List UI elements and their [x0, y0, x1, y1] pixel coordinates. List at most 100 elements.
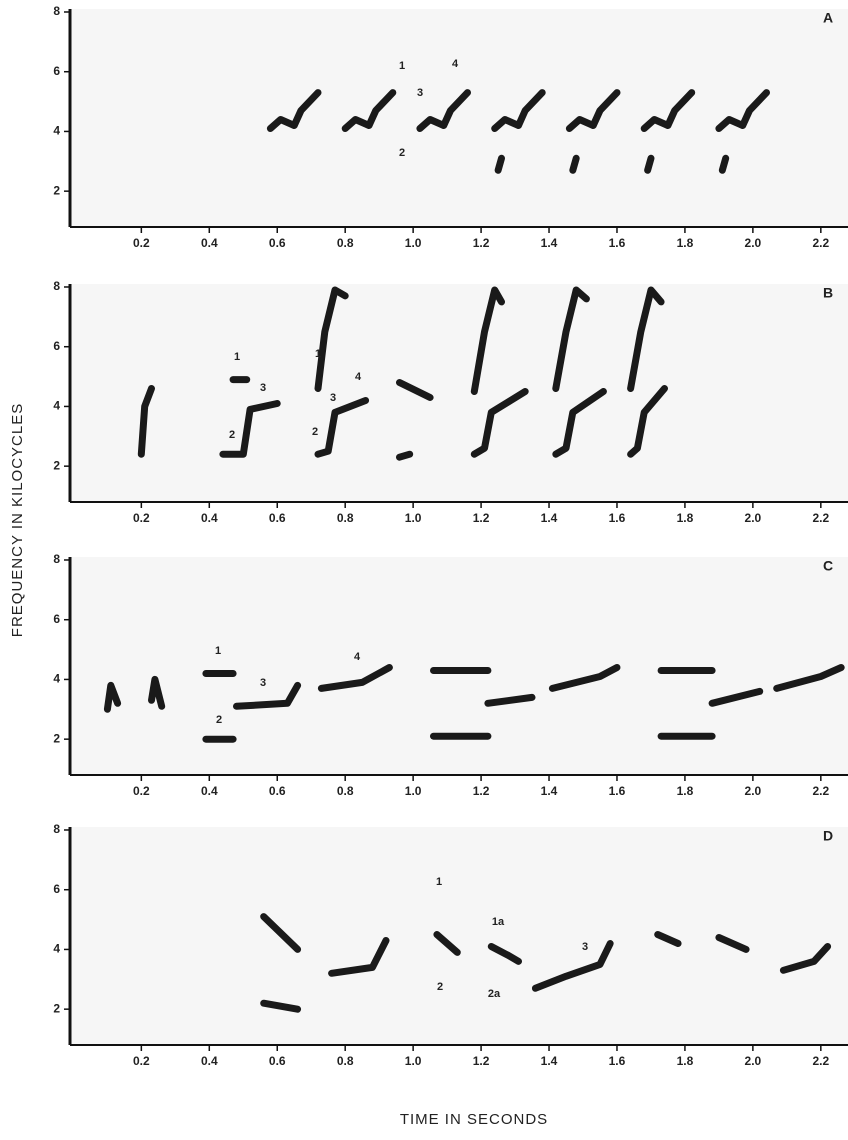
note-label: 2 [216, 714, 222, 726]
y-tick-label: 6 [53, 882, 60, 896]
x-tick-label: 0.6 [269, 784, 286, 798]
call-trace [396, 379, 434, 401]
y-tick-label: 2 [53, 1001, 60, 1015]
x-tick-label: 1.6 [609, 784, 626, 798]
y-tick-label: 8 [53, 279, 60, 293]
call-trace [103, 681, 122, 713]
call-trace [487, 943, 522, 965]
call-trace [233, 681, 302, 710]
plot-background [70, 9, 848, 227]
note-label: 3 [582, 941, 588, 953]
call-trace [328, 937, 390, 977]
y-tick-label: 4 [53, 399, 60, 413]
y-tick-label: 4 [53, 942, 60, 956]
y-tick-label: 6 [53, 64, 60, 78]
note-label: 4 [354, 651, 361, 663]
note-label: 1 [234, 351, 240, 363]
call-trace [654, 931, 682, 947]
call-trace [773, 664, 845, 692]
x-tick-label: 0.6 [269, 236, 286, 250]
x-tick-label: 2.0 [745, 236, 762, 250]
x-tick-label: 2.2 [812, 511, 829, 525]
y-tick-label: 2 [53, 731, 60, 745]
x-tick-label: 1.4 [541, 1054, 558, 1068]
call-trace [484, 693, 536, 707]
x-tick-label: 1.2 [473, 511, 490, 525]
call-trace [531, 940, 614, 992]
call-trace [718, 154, 730, 174]
x-tick-label: 1.8 [677, 236, 694, 250]
x-tick-label: 2.0 [745, 1054, 762, 1068]
x-tick-label: 1.8 [677, 1054, 694, 1068]
y-tick-label: 2 [53, 458, 60, 472]
x-tick-label: 0.8 [337, 511, 354, 525]
call-trace [433, 931, 461, 956]
call-trace [644, 154, 655, 174]
x-tick-label: 1.0 [405, 236, 422, 250]
call-trace [565, 89, 621, 132]
note-label: 1a [492, 916, 505, 928]
x-tick-label: 0.8 [337, 1054, 354, 1068]
note-label: 2 [399, 147, 405, 159]
call-trace [137, 385, 155, 458]
note-label: 2 [437, 981, 443, 993]
x-tick-label: 0.4 [201, 784, 218, 798]
x-tick-label: 0.6 [269, 511, 286, 525]
call-trace [470, 388, 529, 458]
x-tick-label: 0.4 [201, 511, 218, 525]
call-trace [148, 675, 166, 710]
x-tick-label: 0.2 [133, 1054, 150, 1068]
y-tick-label: 8 [53, 822, 60, 836]
note-label: 3 [260, 677, 266, 689]
x-tick-label: 2.0 [745, 511, 762, 525]
note-label: 3 [330, 392, 336, 404]
plot-background [70, 827, 848, 1045]
x-tick-label: 1.4 [541, 236, 558, 250]
panel-label: C [823, 558, 833, 574]
note-label: 1 [399, 60, 405, 72]
call-trace [260, 999, 302, 1013]
call-trace [627, 385, 668, 458]
call-trace [491, 89, 546, 132]
x-tick-label: 1.6 [609, 1054, 626, 1068]
x-tick-label: 2.2 [812, 784, 829, 798]
note-label: 2 [229, 429, 235, 441]
call-trace [715, 89, 770, 132]
x-tick-label: 0.2 [133, 511, 150, 525]
call-trace [708, 687, 764, 707]
note-label: 2 [312, 426, 318, 438]
note-label: 2a [488, 988, 501, 1000]
call-trace [266, 89, 322, 132]
x-tick-label: 1.0 [405, 1054, 422, 1068]
y-tick-label: 4 [53, 672, 60, 686]
note-label: 3 [417, 87, 423, 99]
x-tick-label: 1.2 [473, 1054, 490, 1068]
y-tick-label: 6 [53, 339, 60, 353]
x-tick-label: 1.8 [677, 784, 694, 798]
call-trace [314, 397, 370, 458]
y-tick-label: 8 [53, 4, 60, 18]
x-axis-title: TIME IN SECONDS [400, 1111, 548, 1128]
x-tick-label: 0.4 [201, 236, 218, 250]
x-tick-label: 2.2 [812, 1054, 829, 1068]
y-axis-title: FREQUENCY IN KILOCYCLES [9, 403, 26, 637]
x-tick-label: 1.0 [405, 784, 422, 798]
y-tick-label: 6 [53, 612, 60, 626]
x-tick-label: 0.8 [337, 784, 354, 798]
note-label: 3 [260, 382, 266, 394]
call-trace [552, 286, 590, 392]
x-tick-label: 0.4 [201, 1054, 218, 1068]
x-tick-label: 1.2 [473, 784, 490, 798]
call-trace [779, 943, 832, 974]
call-trace [715, 934, 750, 953]
note-label: 4 [355, 371, 362, 383]
x-tick-label: 2.0 [745, 784, 762, 798]
call-trace [396, 450, 414, 461]
x-tick-label: 1.6 [609, 236, 626, 250]
call-trace [416, 89, 471, 132]
y-tick-label: 2 [53, 183, 60, 197]
call-trace [640, 89, 696, 132]
call-trace [548, 664, 621, 692]
x-tick-label: 0.8 [337, 236, 354, 250]
